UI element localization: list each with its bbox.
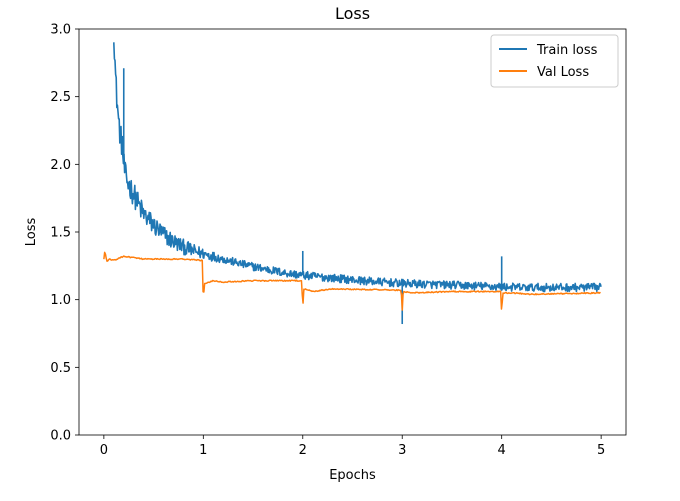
x-tick-label: 2 bbox=[299, 443, 307, 458]
val-loss-line bbox=[103, 251, 601, 311]
y-tick-label: 1.0 bbox=[50, 293, 71, 308]
series-layer bbox=[103, 42, 602, 325]
x-axis-label: Epochs bbox=[329, 468, 376, 483]
y-tick-label: 0.0 bbox=[50, 429, 71, 444]
y-tick-label: 3.0 bbox=[50, 23, 71, 38]
y-tick-label: 0.5 bbox=[50, 361, 71, 376]
x-tick-label: 1 bbox=[199, 443, 207, 458]
y-tick-label: 1.5 bbox=[50, 226, 71, 241]
x-tick-label: 0 bbox=[100, 443, 108, 458]
legend-label: Val Loss bbox=[537, 65, 589, 80]
y-tick-label: 2.0 bbox=[50, 158, 71, 173]
legend-label: Train loss bbox=[536, 43, 598, 58]
y-tick-label: 2.5 bbox=[50, 90, 71, 105]
chart-title: Loss bbox=[335, 4, 370, 23]
y-axis-label: Loss bbox=[24, 218, 39, 247]
x-tick-label: 4 bbox=[498, 443, 506, 458]
axes-layer: 0 1 2 3 4 5 0.0 0.5 1.0 1.5 2.0 2.5 3.0 bbox=[50, 23, 627, 458]
x-tick-label: 5 bbox=[597, 443, 605, 458]
legend: Train loss Val Loss bbox=[490, 34, 619, 88]
train-loss-line bbox=[113, 42, 602, 293]
x-tick-label: 3 bbox=[398, 443, 406, 458]
